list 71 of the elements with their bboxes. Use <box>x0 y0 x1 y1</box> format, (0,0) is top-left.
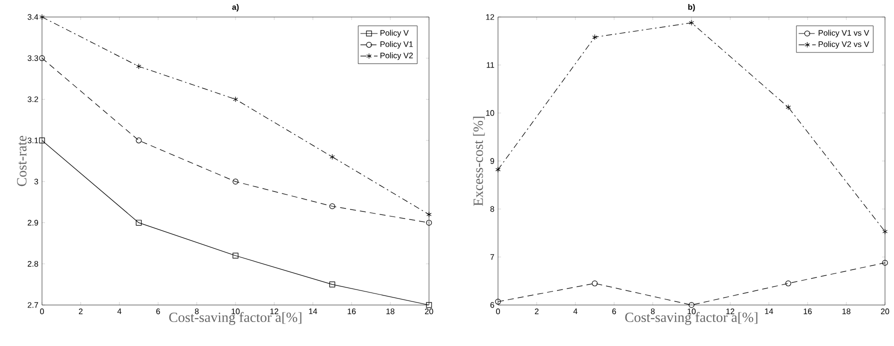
y-tick-label: 10 <box>486 110 494 116</box>
x-tick-label: 0 <box>40 308 44 314</box>
x-tick-label: 4 <box>117 308 122 314</box>
point <box>426 220 432 226</box>
point <box>329 203 336 210</box>
point <box>882 228 888 234</box>
point <box>39 55 45 62</box>
y-tick-label: 2.8 <box>28 261 38 267</box>
point <box>330 154 335 160</box>
point <box>329 282 336 288</box>
x-tick-label: 14 <box>309 308 318 314</box>
point <box>495 166 501 173</box>
x-tick-label: 18 <box>386 308 394 314</box>
y-tick-label: 8 <box>490 206 494 212</box>
legend-label: Policy V1 vs V <box>818 30 870 38</box>
point <box>426 302 432 308</box>
point <box>39 14 45 20</box>
legend-label: Policy V1 <box>380 41 413 49</box>
point <box>592 34 598 40</box>
point <box>232 252 238 259</box>
point <box>426 212 432 218</box>
x-tick-label: 16 <box>348 308 356 314</box>
chart-title: a) <box>232 4 239 12</box>
y-tick-label: 2.7 <box>28 302 38 308</box>
point <box>232 178 238 184</box>
point <box>136 138 142 144</box>
point <box>688 302 694 308</box>
point <box>136 220 142 226</box>
y-tick-label: 9 <box>490 158 494 164</box>
x-tick-label: 10 <box>688 308 696 314</box>
point <box>688 20 694 26</box>
y-axis-title: Excess-cost [%] <box>473 116 485 206</box>
point <box>882 260 888 266</box>
x-tick-label: 0 <box>496 308 500 314</box>
x-tick-label: 4 <box>573 308 578 314</box>
x-tick-label: 10 <box>232 308 240 314</box>
x-tick-label: 20 <box>880 308 890 314</box>
x-tick-label: 12 <box>270 308 278 314</box>
legend-label: Policy V2 <box>380 52 413 60</box>
x-tick-label: 6 <box>156 308 160 314</box>
y-tick-label: 3 <box>34 178 38 184</box>
x-tick-label: 8 <box>650 308 655 314</box>
legend-label: Policy V2 vs V <box>818 41 870 49</box>
x-tick-label: 6 <box>612 308 616 314</box>
point <box>592 280 598 286</box>
point <box>785 280 792 286</box>
x-tick-label: 8 <box>194 308 199 314</box>
y-tick-label: 3.2 <box>28 96 38 102</box>
point <box>495 298 501 305</box>
x-tick-label: 14 <box>765 308 774 314</box>
y-axis-title: Cost-rate <box>17 136 26 186</box>
point <box>232 96 238 102</box>
x-tick-label: 16 <box>804 308 812 314</box>
x-tick-label: 12 <box>726 308 734 314</box>
x-tick-label: 20 <box>424 308 434 314</box>
point <box>136 63 142 70</box>
y-tick-label: 7 <box>490 254 494 260</box>
x-tick-label: 18 <box>842 308 850 314</box>
legend-label: Policy V <box>380 30 409 38</box>
y-tick-label: 3.3 <box>28 55 38 61</box>
chart-title: b) <box>688 4 695 12</box>
y-tick-label: 3.1 <box>28 138 38 144</box>
point <box>39 138 45 144</box>
point <box>786 104 791 110</box>
y-tick-label: 6 <box>490 302 494 308</box>
y-tick-label: 3.4 <box>28 14 38 20</box>
x-tick-label: 2 <box>534 308 539 314</box>
x-tick-label: 2 <box>78 308 83 314</box>
y-tick-label: 2.9 <box>28 220 38 226</box>
y-tick-label: 12 <box>486 14 494 20</box>
y-tick-label: 11 <box>486 62 494 68</box>
